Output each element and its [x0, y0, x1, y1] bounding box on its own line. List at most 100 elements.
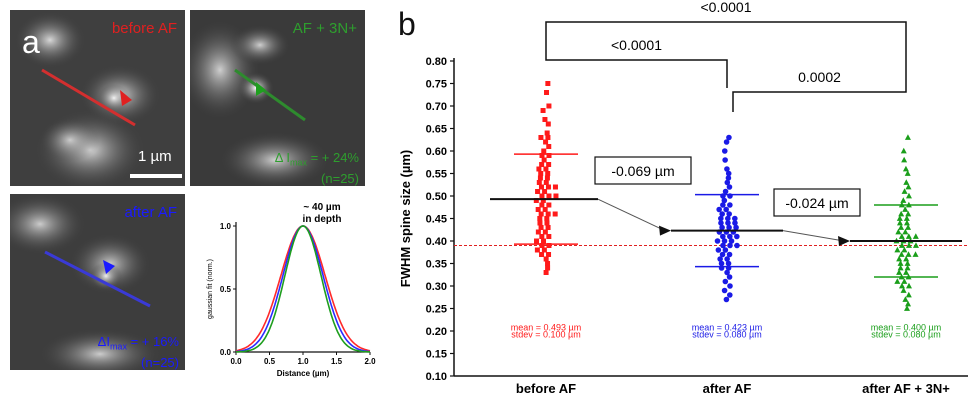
- data-point-after-af: [718, 220, 724, 226]
- data-point-after-af-3n: [897, 260, 904, 266]
- data-point-after-af: [723, 139, 730, 145]
- delta-box: [773, 188, 861, 217]
- label-after-af: after AF: [124, 204, 177, 221]
- data-point-after-af: [720, 233, 726, 240]
- data-point-after-af: [734, 242, 740, 249]
- n-count-af-3n: (n=25): [321, 170, 359, 186]
- data-point-after-af: [724, 166, 730, 172]
- data-point-before-af: [545, 211, 551, 217]
- data-point-after-af: [716, 206, 722, 213]
- data-point-after-af: [727, 233, 733, 240]
- data-point-before-af: [542, 229, 548, 235]
- micrograph-af-3n: AF + 3N+ Δ Imax = + 24% (n=25): [190, 10, 365, 186]
- data-point-before-af: [546, 193, 552, 199]
- data-point-after-af-3n: [905, 183, 912, 190]
- data-point-after-af: [726, 274, 733, 280]
- data-point-after-af-3n: [903, 179, 910, 185]
- data-point-after-af: [721, 238, 728, 244]
- data-point-after-af-3n: [903, 215, 910, 221]
- data-point-after-af-3n: [901, 188, 908, 194]
- label-before-af: before AF: [111, 20, 177, 37]
- delta-box: [594, 156, 692, 185]
- y-tick-label: 0.15: [426, 349, 447, 361]
- data-point-before-af: [536, 180, 542, 185]
- data-point-after-af: [721, 287, 728, 294]
- data-point-after-af: [721, 197, 728, 204]
- scale-bar: [130, 174, 182, 178]
- data-point-after-af: [727, 292, 733, 298]
- data-point-before-af: [546, 252, 552, 257]
- data-point-after-af: [724, 179, 731, 186]
- data-point-after-af-3n: [894, 246, 901, 253]
- data-point-after-af: [726, 251, 733, 258]
- delta-imax-af-3n: Δ Imax = + 24% (n=25): [275, 150, 359, 186]
- y-tick-label: 0.25: [426, 304, 447, 316]
- data-point-after-af: [722, 157, 728, 163]
- data-point-before-af: [539, 252, 545, 257]
- data-point-after-af: [722, 188, 729, 195]
- data-point-before-af: [535, 207, 541, 212]
- data-point-after-af-3n: [912, 233, 919, 239]
- delta-imax-prefix: ΔI: [97, 334, 110, 349]
- data-point-before-af: [546, 144, 552, 149]
- micrograph-after-af-image: [10, 194, 185, 370]
- data-point-after-af: [726, 211, 732, 217]
- delta-imax-suffix: = + 24%: [306, 150, 359, 165]
- data-point-before-af: [540, 108, 546, 113]
- data-point-after-af: [726, 134, 732, 141]
- data-point-after-af-3n: [903, 255, 910, 262]
- data-point-after-af-3n: [896, 219, 903, 226]
- data-point-before-af: [546, 202, 552, 208]
- data-point-after-af: [725, 215, 731, 222]
- delta-imax-after-af: ΔImax = + 16% (n=25): [98, 334, 179, 370]
- data-point-after-af-3n: [896, 269, 903, 275]
- data-point-after-af: [717, 256, 723, 262]
- y-tick-label: 0.10: [426, 371, 447, 383]
- data-point-after-af: [727, 202, 733, 208]
- delta-connector: [782, 230, 845, 242]
- data-point-after-af-3n: [897, 264, 904, 271]
- data-point-after-af-3n: [904, 264, 911, 271]
- x-category-label: before AF: [516, 381, 576, 396]
- data-point-after-af-3n: [905, 210, 912, 217]
- delta-imax-sub: max: [109, 341, 127, 352]
- data-point-before-af: [546, 162, 552, 167]
- n-count-after-af: (n=25): [141, 354, 179, 370]
- data-point-before-af: [541, 157, 547, 163]
- data-point-before-af: [545, 261, 551, 266]
- data-point-after-af-3n: [898, 224, 905, 230]
- mean-text: mean = 0.423 µm: [692, 323, 762, 333]
- y-tick-label: 0.20: [426, 326, 447, 338]
- significance-label: <0.0001: [701, 0, 752, 15]
- data-point-before-af: [544, 130, 550, 136]
- data-point-before-af: [546, 103, 552, 109]
- significance-bracket: [545, 47, 728, 88]
- profile-line-before-af: [41, 68, 136, 127]
- data-point-after-af: [725, 175, 732, 181]
- data-point-after-af-3n: [902, 228, 909, 235]
- data-point-after-af: [722, 247, 729, 253]
- stdev-text: stdev = 0.080 µm: [871, 329, 940, 339]
- data-point-before-af: [544, 90, 550, 95]
- data-point-after-af-3n: [900, 287, 907, 293]
- data-point-before-af: [539, 153, 545, 158]
- data-point-after-af-3n: [905, 291, 912, 298]
- arrowhead-after-af: [103, 260, 115, 274]
- data-point-after-af: [719, 251, 726, 258]
- stdev-text: stdev = 0.100 µm: [511, 329, 580, 339]
- data-point-after-af: [724, 256, 730, 262]
- data-point-after-af: [725, 260, 732, 267]
- delta-arrowhead: [838, 236, 850, 246]
- stdev-text: stdev = 0.080 µm: [692, 329, 761, 339]
- data-point-before-af: [543, 180, 549, 185]
- data-point-after-af: [720, 202, 726, 208]
- data-point-after-af-3n: [901, 278, 908, 284]
- data-point-after-af-3n: [903, 219, 910, 226]
- data-point-before-af: [543, 166, 549, 172]
- data-point-before-af: [538, 225, 544, 230]
- data-point-before-af: [546, 234, 552, 239]
- data-point-before-af: [537, 216, 543, 221]
- significance-bracket: [545, 21, 907, 88]
- micrograph-before-af: a before AF 1 µm: [10, 10, 185, 186]
